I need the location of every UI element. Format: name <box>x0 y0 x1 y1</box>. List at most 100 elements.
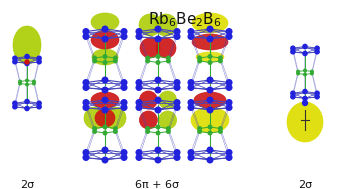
Circle shape <box>208 125 212 129</box>
Circle shape <box>187 149 195 156</box>
Circle shape <box>103 130 107 136</box>
Circle shape <box>120 79 128 86</box>
Circle shape <box>120 149 128 156</box>
Circle shape <box>113 129 118 134</box>
Circle shape <box>135 104 143 111</box>
Circle shape <box>207 106 213 114</box>
Circle shape <box>155 156 161 163</box>
Circle shape <box>290 45 296 51</box>
Circle shape <box>173 99 181 106</box>
Circle shape <box>226 28 233 35</box>
Circle shape <box>92 56 97 60</box>
Ellipse shape <box>191 107 229 133</box>
Circle shape <box>226 154 233 161</box>
Ellipse shape <box>159 91 176 109</box>
Circle shape <box>135 84 143 91</box>
Circle shape <box>310 71 314 75</box>
Circle shape <box>82 149 90 156</box>
Circle shape <box>155 87 161 94</box>
Ellipse shape <box>156 38 176 58</box>
Circle shape <box>302 96 308 101</box>
Circle shape <box>82 28 90 35</box>
Text: $\mathdefault{Rb_6Be_2B_6}$: $\mathdefault{Rb_6Be_2B_6}$ <box>148 10 222 29</box>
Circle shape <box>207 97 213 104</box>
Circle shape <box>82 33 90 40</box>
Circle shape <box>120 99 128 106</box>
Circle shape <box>302 51 308 56</box>
Circle shape <box>197 126 202 131</box>
Circle shape <box>226 84 233 91</box>
Circle shape <box>82 79 90 86</box>
Circle shape <box>156 54 160 59</box>
Circle shape <box>82 154 90 161</box>
Circle shape <box>303 73 307 77</box>
Circle shape <box>187 79 195 86</box>
Circle shape <box>24 54 30 59</box>
Circle shape <box>218 129 223 134</box>
Circle shape <box>32 81 36 85</box>
Circle shape <box>187 28 195 35</box>
Circle shape <box>207 87 213 94</box>
Circle shape <box>173 149 181 156</box>
Circle shape <box>197 59 202 64</box>
Ellipse shape <box>13 26 41 64</box>
Circle shape <box>36 100 42 106</box>
Circle shape <box>166 59 171 64</box>
Circle shape <box>155 106 161 114</box>
Circle shape <box>314 45 320 51</box>
Circle shape <box>207 26 213 33</box>
Ellipse shape <box>194 92 226 108</box>
Ellipse shape <box>192 34 228 50</box>
Circle shape <box>303 68 307 73</box>
Circle shape <box>156 130 160 136</box>
Circle shape <box>102 146 108 153</box>
Circle shape <box>197 129 202 134</box>
Circle shape <box>102 36 108 43</box>
Circle shape <box>25 83 29 87</box>
Circle shape <box>155 97 161 104</box>
Circle shape <box>314 94 320 100</box>
Circle shape <box>226 104 233 111</box>
Circle shape <box>18 81 22 85</box>
Circle shape <box>135 149 143 156</box>
Circle shape <box>207 156 213 163</box>
Ellipse shape <box>139 14 161 36</box>
Circle shape <box>25 60 29 64</box>
Circle shape <box>314 91 320 96</box>
Circle shape <box>25 78 29 83</box>
Circle shape <box>290 49 296 55</box>
Circle shape <box>120 28 128 35</box>
Circle shape <box>92 126 97 131</box>
Circle shape <box>208 130 212 136</box>
Circle shape <box>208 54 212 59</box>
Circle shape <box>145 56 150 60</box>
Circle shape <box>218 126 223 131</box>
Circle shape <box>120 154 128 161</box>
Text: 2σ: 2σ <box>298 180 312 189</box>
Circle shape <box>32 80 36 84</box>
Circle shape <box>12 59 18 65</box>
Circle shape <box>173 104 181 111</box>
Circle shape <box>113 56 118 60</box>
Circle shape <box>173 84 181 91</box>
Circle shape <box>207 146 213 153</box>
Ellipse shape <box>104 107 126 129</box>
Ellipse shape <box>287 102 323 142</box>
Circle shape <box>208 60 212 65</box>
Circle shape <box>24 106 30 111</box>
Circle shape <box>187 104 195 111</box>
Circle shape <box>226 149 233 156</box>
Text: 2σ: 2σ <box>20 180 34 189</box>
Circle shape <box>102 156 108 163</box>
Circle shape <box>120 33 128 40</box>
Circle shape <box>12 100 18 106</box>
Circle shape <box>12 104 18 110</box>
Circle shape <box>290 94 296 100</box>
Circle shape <box>296 70 300 74</box>
Circle shape <box>226 79 233 86</box>
Circle shape <box>226 33 233 40</box>
Circle shape <box>36 55 42 61</box>
Circle shape <box>103 125 107 129</box>
Circle shape <box>296 71 300 75</box>
Circle shape <box>166 129 171 134</box>
